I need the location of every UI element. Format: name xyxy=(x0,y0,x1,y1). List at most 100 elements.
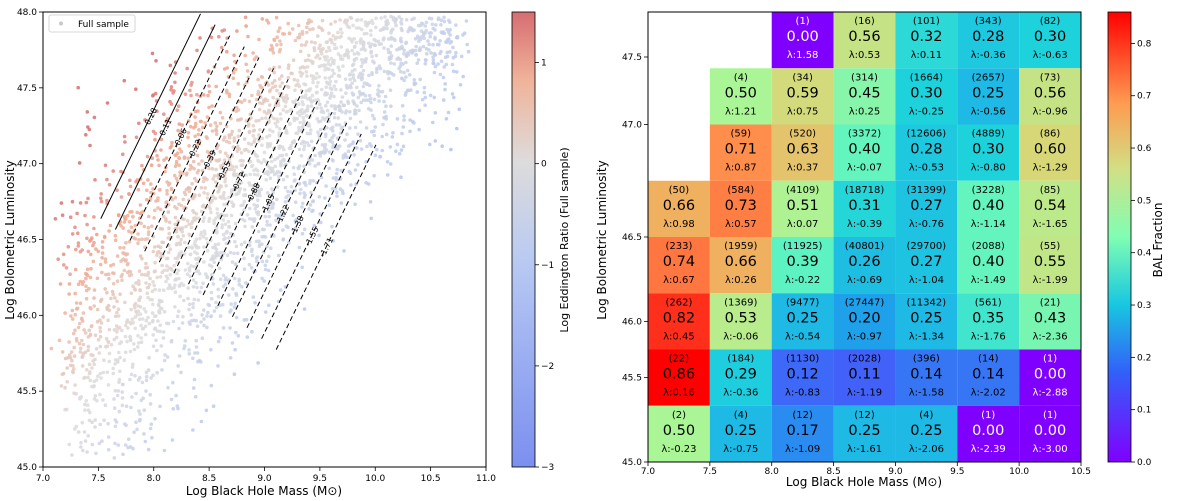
scatter-point xyxy=(146,178,150,182)
scatter-point xyxy=(114,324,119,328)
scatter-point xyxy=(227,140,232,145)
heatmap-cell: (520)0.63λ:0.37 xyxy=(771,124,834,181)
scatter-point xyxy=(242,267,247,272)
scatter-point xyxy=(340,189,345,193)
scatter-point xyxy=(346,149,351,153)
scatter-point xyxy=(78,350,83,354)
scatter-point xyxy=(338,131,343,135)
contour-line xyxy=(129,35,231,241)
scatter-point xyxy=(134,391,138,396)
scatter-point xyxy=(348,77,353,82)
scatter-point xyxy=(262,227,266,232)
scatter-point xyxy=(297,147,302,152)
scatter-point xyxy=(202,216,206,220)
scatter-point xyxy=(205,314,209,318)
scatter-point xyxy=(210,264,214,269)
scatter-point xyxy=(297,128,302,133)
scatter-point xyxy=(404,18,409,22)
scatter-point xyxy=(76,282,81,287)
scatter-point xyxy=(248,243,252,248)
scatter-point xyxy=(302,307,307,311)
scatter-point xyxy=(254,119,258,123)
scatter-point xyxy=(177,326,181,331)
scatter-point xyxy=(311,179,316,183)
scatter-point xyxy=(257,133,261,137)
scatter-point xyxy=(332,42,337,47)
scatter-point xyxy=(305,141,310,145)
heatmap-cell: (1)0.00λ:-2.39 xyxy=(957,405,1020,462)
x-tick-label: 11.0 xyxy=(476,474,496,484)
scatter-point xyxy=(339,45,344,49)
scatter-point xyxy=(184,224,188,229)
heatmap-cell-rect xyxy=(771,293,834,350)
scatter-point xyxy=(236,82,241,86)
scatter-point xyxy=(283,185,288,190)
scatter-point xyxy=(278,127,282,131)
scatter-point xyxy=(194,338,198,343)
scatter-point xyxy=(221,218,226,222)
scatter-point xyxy=(109,263,113,268)
scatter-point xyxy=(289,185,294,189)
scatter-point xyxy=(231,145,236,149)
scatter-point xyxy=(330,74,334,78)
scatter-point xyxy=(186,261,190,266)
scatter-point xyxy=(281,108,286,112)
y-tick-label: 47.0 xyxy=(622,121,642,131)
scatter-point xyxy=(301,121,306,126)
scatter-point xyxy=(161,288,166,293)
scatter-point xyxy=(251,129,256,133)
scatter-point xyxy=(168,63,173,68)
scatter-point xyxy=(115,393,120,398)
scatter-point xyxy=(131,214,135,219)
scatter-point xyxy=(257,159,261,164)
scatter-point xyxy=(235,251,240,256)
cell-count: (4) xyxy=(734,72,748,83)
scatter-point xyxy=(256,89,261,94)
scatter-point xyxy=(267,214,272,219)
scatter-point xyxy=(368,200,373,204)
scatter-point xyxy=(164,156,169,160)
contour-line xyxy=(217,100,318,307)
scatter-point xyxy=(96,338,101,342)
scatter-point xyxy=(84,284,88,289)
right-colorbar-ticks: 0.00.10.20.30.40.50.60.70.8 xyxy=(1131,39,1152,468)
cell-lambda: λ:-0.23 xyxy=(661,444,696,455)
y-tick-label: 45.0 xyxy=(17,463,37,473)
heatmap-cell: (85)0.54λ:-1.65 xyxy=(1019,180,1081,237)
scatter-point xyxy=(207,166,211,171)
scatter-point xyxy=(324,104,328,108)
scatter-point xyxy=(195,324,200,329)
scatter-point xyxy=(328,63,333,67)
scatter-point xyxy=(99,376,103,380)
scatter-point xyxy=(223,176,228,181)
scatter-point xyxy=(142,408,147,413)
scatter-point xyxy=(274,171,279,176)
scatter-point xyxy=(437,42,441,47)
scatter-point xyxy=(123,323,128,328)
scatter-point xyxy=(351,141,355,146)
scatter-point xyxy=(244,281,248,285)
scatter-point xyxy=(424,58,428,62)
scatter-point xyxy=(87,286,91,291)
scatter-point xyxy=(86,196,90,201)
scatter-point xyxy=(203,232,207,236)
scatter-point xyxy=(112,406,117,411)
cell-lambda: λ:-1.76 xyxy=(971,331,1006,342)
scatter-point xyxy=(213,242,218,247)
scatter-point xyxy=(93,394,98,398)
scatter-point xyxy=(325,55,330,59)
scatter-point xyxy=(317,195,322,199)
scatter-point xyxy=(365,144,369,149)
scatter-point xyxy=(143,439,148,444)
scatter-point xyxy=(118,246,122,250)
heatmap-cell-rect xyxy=(895,349,958,406)
scatter-point xyxy=(151,318,155,323)
scatter-point xyxy=(163,353,167,357)
scatter-point xyxy=(327,31,331,35)
scatter-point xyxy=(174,162,179,166)
scatter-point xyxy=(309,139,314,144)
scatter-point xyxy=(222,251,226,255)
scatter-point xyxy=(265,244,269,249)
scatter-point xyxy=(346,55,351,60)
scatter-point xyxy=(223,170,228,174)
